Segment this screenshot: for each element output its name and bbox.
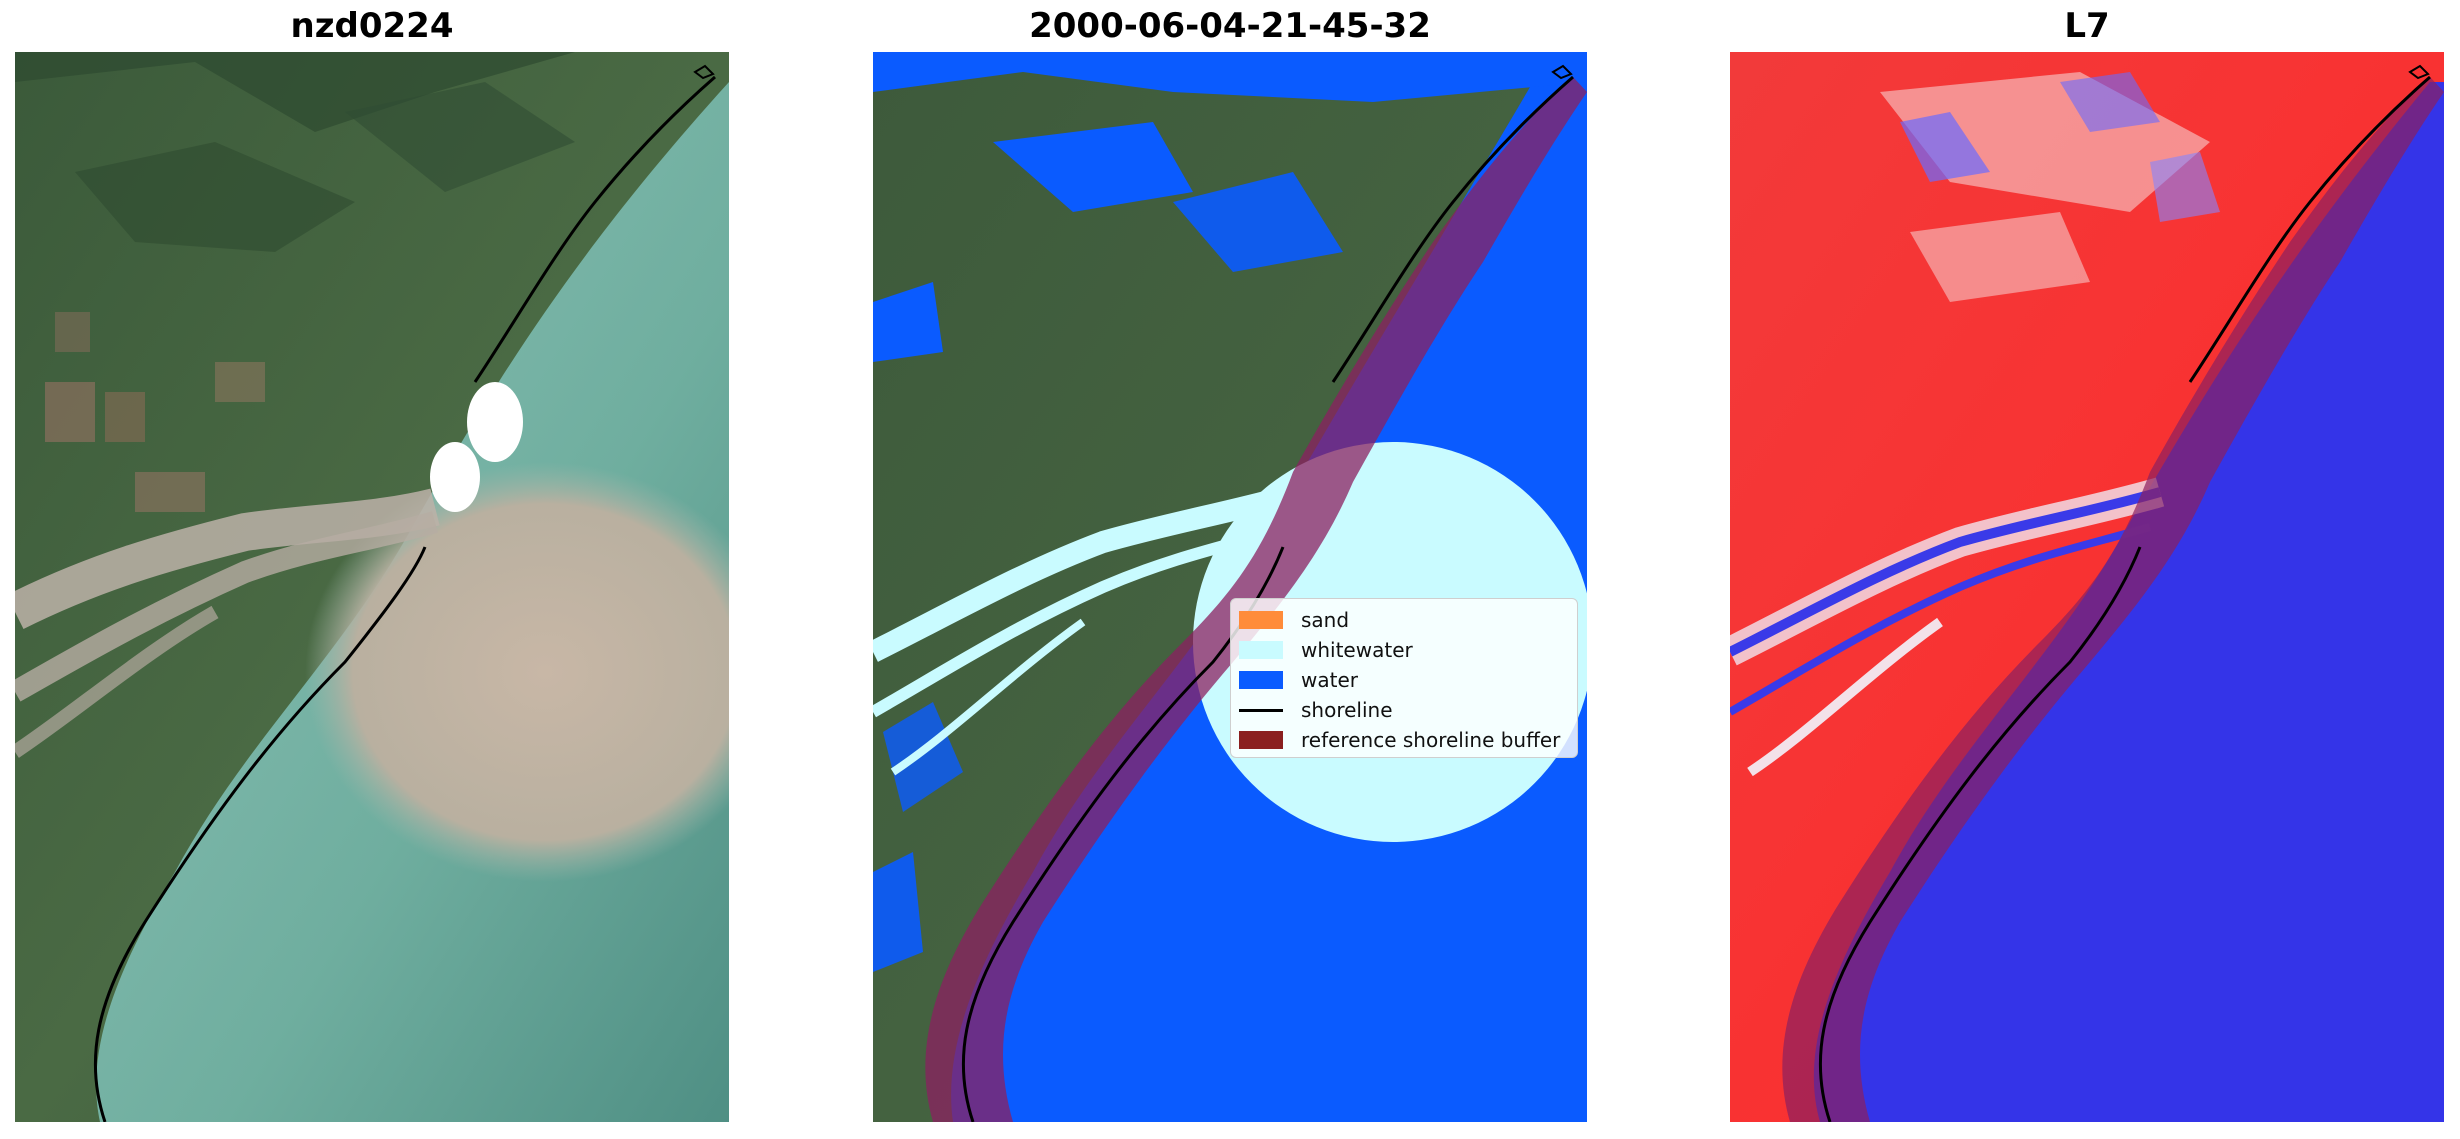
classification-image	[873, 52, 1587, 1122]
legend-label-sand: sand	[1301, 608, 1350, 632]
legend-label-water: water	[1301, 668, 1358, 692]
legend-swatch-whitewater	[1239, 641, 1283, 659]
legend-label-shoreline: shoreline	[1301, 698, 1393, 722]
legend-item-water: water	[1239, 665, 1569, 695]
legend-label-buffer: reference shoreline buffer	[1301, 728, 1561, 752]
rgb-satellite-image	[15, 52, 729, 1122]
legend-swatch-buffer	[1239, 731, 1283, 749]
legend-item-whitewater: whitewater	[1239, 635, 1569, 665]
legend-label-whitewater: whitewater	[1301, 638, 1413, 662]
legend-item-sand: sand	[1239, 605, 1569, 635]
index-image	[1730, 52, 2444, 1122]
legend: sand whitewater water shoreline referenc…	[1230, 598, 1578, 758]
panel-title-classified: 2000-06-04-21-45-32	[1029, 6, 1431, 46]
panel-title-rgb: nzd0224	[290, 6, 454, 46]
legend-swatch-water	[1239, 671, 1283, 689]
legend-swatch-sand	[1239, 611, 1283, 629]
legend-item-shoreline: shoreline	[1239, 695, 1569, 725]
legend-swatch-shoreline	[1239, 708, 1283, 712]
panel-title-index: L7	[2064, 6, 2110, 46]
legend-item-buffer: reference shoreline buffer	[1239, 725, 1569, 755]
